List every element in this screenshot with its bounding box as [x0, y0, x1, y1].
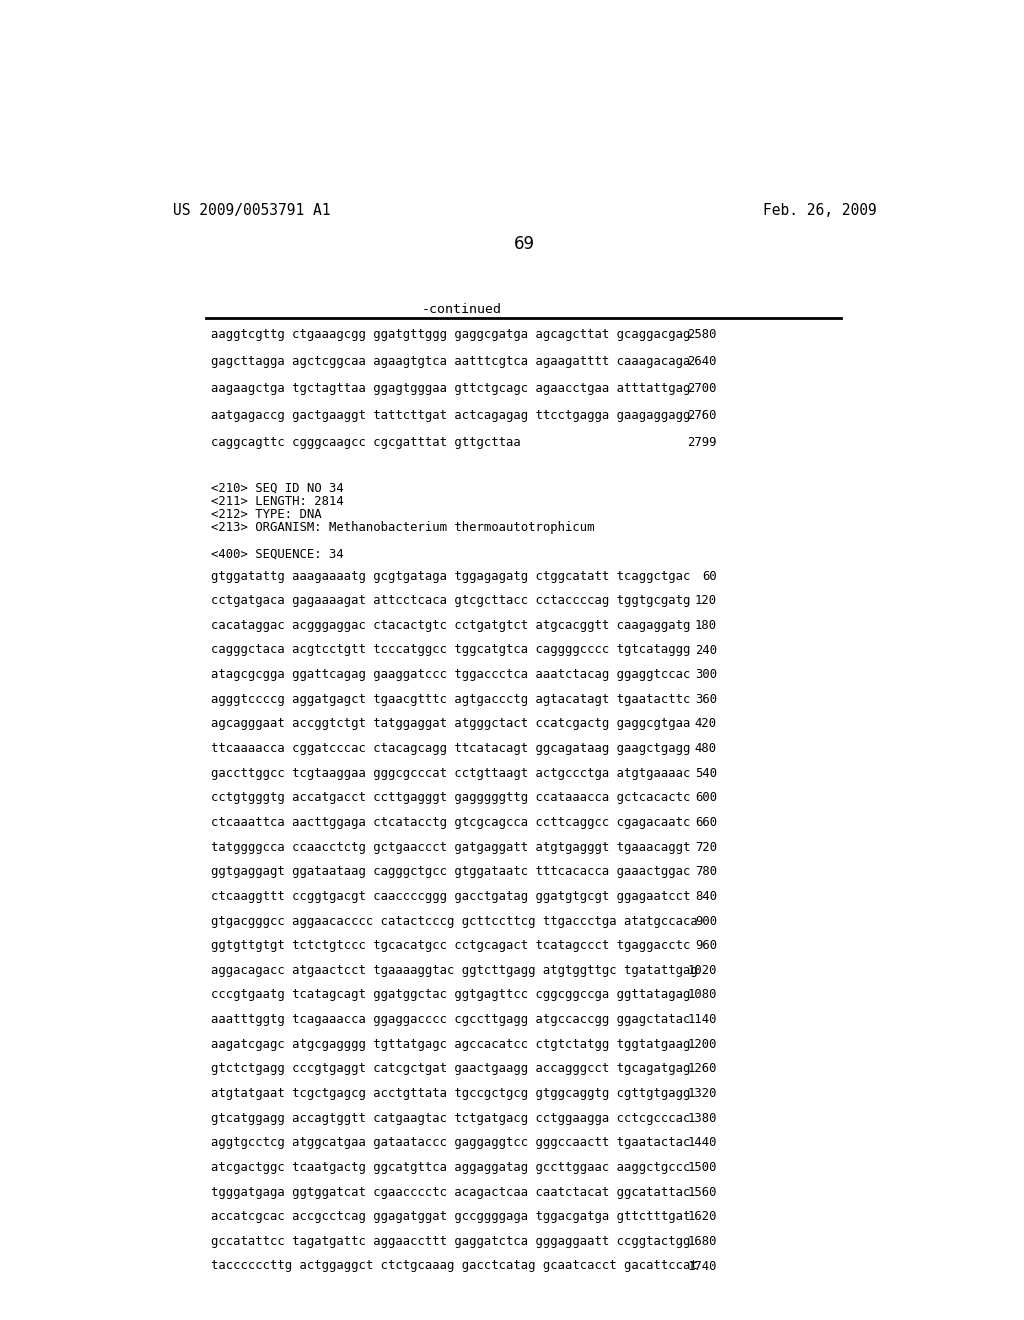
Text: aatgagaccg gactgaaggt tattcttgat actcagagag ttcctgagga gaagaggagg: aatgagaccg gactgaaggt tattcttgat actcaga… — [211, 409, 690, 421]
Text: gccatattcc tagatgattc aggaaccttt gaggatctca gggaggaatt ccggtactgg: gccatattcc tagatgattc aggaaccttt gaggatc… — [211, 1236, 690, 1247]
Text: 180: 180 — [695, 619, 717, 632]
Text: 780: 780 — [695, 866, 717, 878]
Text: ggtgttgtgt tctctgtccc tgcacatgcc cctgcagact tcatagccct tgaggacctc: ggtgttgtgt tctctgtccc tgcacatgcc cctgcag… — [211, 940, 690, 952]
Text: 2799: 2799 — [687, 436, 717, 449]
Text: 1560: 1560 — [687, 1185, 717, 1199]
Text: tatggggcca ccaacctctg gctgaaccct gatgaggatt atgtgagggt tgaaacaggt: tatggggcca ccaacctctg gctgaaccct gatgagg… — [211, 841, 690, 854]
Text: gagcttagga agctcggcaa agaagtgtca aatttcgtca agaagatttt caaagacaga: gagcttagga agctcggcaa agaagtgtca aatttcg… — [211, 355, 690, 368]
Text: 660: 660 — [695, 816, 717, 829]
Text: 540: 540 — [695, 767, 717, 780]
Text: 2700: 2700 — [687, 381, 717, 395]
Text: gtgacgggcc aggaacacccc catactcccg gcttccttcg ttgaccctga atatgccaca: gtgacgggcc aggaacacccc catactcccg gcttcc… — [211, 915, 697, 928]
Text: cacataggac acgggaggac ctacactgtc cctgatgtct atgcacggtt caagaggatg: cacataggac acgggaggac ctacactgtc cctgatg… — [211, 619, 690, 632]
Text: 720: 720 — [695, 841, 717, 854]
Text: <211> LENGTH: 2814: <211> LENGTH: 2814 — [211, 495, 344, 508]
Text: 960: 960 — [695, 940, 717, 952]
Text: 1380: 1380 — [687, 1111, 717, 1125]
Text: gaccttggcc tcgtaaggaa gggcgcccat cctgttaagt actgccctga atgtgaaaac: gaccttggcc tcgtaaggaa gggcgcccat cctgtta… — [211, 767, 690, 780]
Text: aaatttggtg tcagaaacca ggaggacccc cgccttgagg atgccaccgg ggagctatac: aaatttggtg tcagaaacca ggaggacccc cgccttg… — [211, 1014, 690, 1026]
Text: 60: 60 — [702, 570, 717, 582]
Text: 1140: 1140 — [687, 1014, 717, 1026]
Text: <213> ORGANISM: Methanobacterium thermoautotrophicum: <213> ORGANISM: Methanobacterium thermoa… — [211, 521, 594, 535]
Text: gtctctgagg cccgtgaggt catcgctgat gaactgaagg accagggcct tgcagatgag: gtctctgagg cccgtgaggt catcgctgat gaactga… — [211, 1063, 690, 1076]
Text: cagggctaca acgtcctgtt tcccatggcc tggcatgtca caggggcccc tgtcataggg: cagggctaca acgtcctgtt tcccatggcc tggcatg… — [211, 644, 690, 656]
Text: -continued: -continued — [421, 304, 502, 317]
Text: 1260: 1260 — [687, 1063, 717, 1076]
Text: agcagggaat accggtctgt tatggaggat atgggctact ccatcgactg gaggcgtgaa: agcagggaat accggtctgt tatggaggat atgggct… — [211, 718, 690, 730]
Text: 300: 300 — [695, 668, 717, 681]
Text: agggtccccg aggatgagct tgaacgtttc agtgaccctg agtacatagt tgaatacttc: agggtccccg aggatgagct tgaacgtttc agtgacc… — [211, 693, 690, 706]
Text: aagaagctga tgctagttaa ggagtgggaa gttctgcagc agaacctgaa atttattgag: aagaagctga tgctagttaa ggagtgggaa gttctgc… — [211, 381, 690, 395]
Text: 480: 480 — [695, 742, 717, 755]
Text: ggtgaggagt ggataataag cagggctgcc gtggataatc tttcacacca gaaactggac: ggtgaggagt ggataataag cagggctgcc gtggata… — [211, 866, 690, 878]
Text: 600: 600 — [695, 792, 717, 804]
Text: <400> SEQUENCE: 34: <400> SEQUENCE: 34 — [211, 548, 344, 561]
Text: aggacagacc atgaactcct tgaaaaggtac ggtcttgagg atgtggttgc tgatattgag: aggacagacc atgaactcct tgaaaaggtac ggtctt… — [211, 964, 697, 977]
Text: 1500: 1500 — [687, 1162, 717, 1173]
Text: aaggtcgttg ctgaaagcgg ggatgttggg gaggcgatga agcagcttat gcaggacgag: aaggtcgttg ctgaaagcgg ggatgttggg gaggcga… — [211, 327, 690, 341]
Text: <210> SEQ ID NO 34: <210> SEQ ID NO 34 — [211, 482, 344, 495]
Text: Feb. 26, 2009: Feb. 26, 2009 — [763, 203, 877, 218]
Text: 120: 120 — [695, 594, 717, 607]
Text: accatcgcac accgcctcag ggagatggat gccggggaga tggacgatga gttctttgat: accatcgcac accgcctcag ggagatggat gccgggg… — [211, 1210, 690, 1224]
Text: US 2009/0053791 A1: US 2009/0053791 A1 — [173, 203, 331, 218]
Text: atcgactggc tcaatgactg ggcatgttca aggaggatag gccttggaac aaggctgccc: atcgactggc tcaatgactg ggcatgttca aggagga… — [211, 1162, 690, 1173]
Text: 1620: 1620 — [687, 1210, 717, 1224]
Text: atagcgcgga ggattcagag gaaggatccc tggaccctca aaatctacag ggaggtccac: atagcgcgga ggattcagag gaaggatccc tggaccc… — [211, 668, 690, 681]
Text: 900: 900 — [695, 915, 717, 928]
Text: 1020: 1020 — [687, 964, 717, 977]
Text: cccgtgaatg tcatagcagt ggatggctac ggtgagttcc cggcggccga ggttatagag: cccgtgaatg tcatagcagt ggatggctac ggtgagt… — [211, 989, 690, 1002]
Text: 1740: 1740 — [687, 1259, 717, 1272]
Text: caggcagttc cgggcaagcc cgcgatttat gttgcttaa: caggcagttc cgggcaagcc cgcgatttat gttgctt… — [211, 436, 520, 449]
Text: 420: 420 — [695, 718, 717, 730]
Text: 840: 840 — [695, 890, 717, 903]
Text: 2640: 2640 — [687, 355, 717, 368]
Text: gtggatattg aaagaaaatg gcgtgataga tggagagatg ctggcatatt tcaggctgac: gtggatattg aaagaaaatg gcgtgataga tggagag… — [211, 570, 690, 582]
Text: 2580: 2580 — [687, 327, 717, 341]
Text: cctgtgggtg accatgacct ccttgagggt gagggggttg ccataaacca gctcacactc: cctgtgggtg accatgacct ccttgagggt gaggggg… — [211, 792, 690, 804]
Text: aggtgcctcg atggcatgaa gataataccc gaggaggtcc gggccaactt tgaatactac: aggtgcctcg atggcatgaa gataataccc gaggagg… — [211, 1137, 690, 1150]
Text: 360: 360 — [695, 693, 717, 706]
Text: taccccccttg actggaggct ctctgcaaag gacctcatag gcaatcacct gacattccat: taccccccttg actggaggct ctctgcaaag gacctc… — [211, 1259, 697, 1272]
Text: 1080: 1080 — [687, 989, 717, 1002]
Text: 1440: 1440 — [687, 1137, 717, 1150]
Text: <212> TYPE: DNA: <212> TYPE: DNA — [211, 508, 322, 521]
Text: ttcaaaacca cggatcccac ctacagcagg ttcatacagt ggcagataag gaagctgagg: ttcaaaacca cggatcccac ctacagcagg ttcatac… — [211, 742, 690, 755]
Text: tgggatgaga ggtggatcat cgaacccctc acagactcaa caatctacat ggcatattac: tgggatgaga ggtggatcat cgaacccctc acagact… — [211, 1185, 690, 1199]
Text: cctgatgaca gagaaaagat attcctcaca gtcgcttacc cctaccccag tggtgcgatg: cctgatgaca gagaaaagat attcctcaca gtcgctt… — [211, 594, 690, 607]
Text: aagatcgagc atgcgagggg tgttatgagc agccacatcc ctgtctatgg tggtatgaag: aagatcgagc atgcgagggg tgttatgagc agccaca… — [211, 1038, 690, 1051]
Text: 2760: 2760 — [687, 409, 717, 421]
Text: ctcaaattca aacttggaga ctcatacctg gtcgcagcca ccttcaggcc cgagacaatc: ctcaaattca aacttggaga ctcatacctg gtcgcag… — [211, 816, 690, 829]
Text: 1200: 1200 — [687, 1038, 717, 1051]
Text: 1320: 1320 — [687, 1088, 717, 1100]
Text: 69: 69 — [514, 235, 536, 253]
Text: 1680: 1680 — [687, 1236, 717, 1247]
Text: gtcatggagg accagtggtt catgaagtac tctgatgacg cctggaagga cctcgcccac: gtcatggagg accagtggtt catgaagtac tctgatg… — [211, 1111, 690, 1125]
Text: 240: 240 — [695, 644, 717, 656]
Text: ctcaaggttt ccggtgacgt caaccccggg gacctgatag ggatgtgcgt ggagaatcct: ctcaaggttt ccggtgacgt caaccccggg gacctga… — [211, 890, 690, 903]
Text: atgtatgaat tcgctgagcg acctgttata tgccgctgcg gtggcaggtg cgttgtgagg: atgtatgaat tcgctgagcg acctgttata tgccgct… — [211, 1088, 690, 1100]
